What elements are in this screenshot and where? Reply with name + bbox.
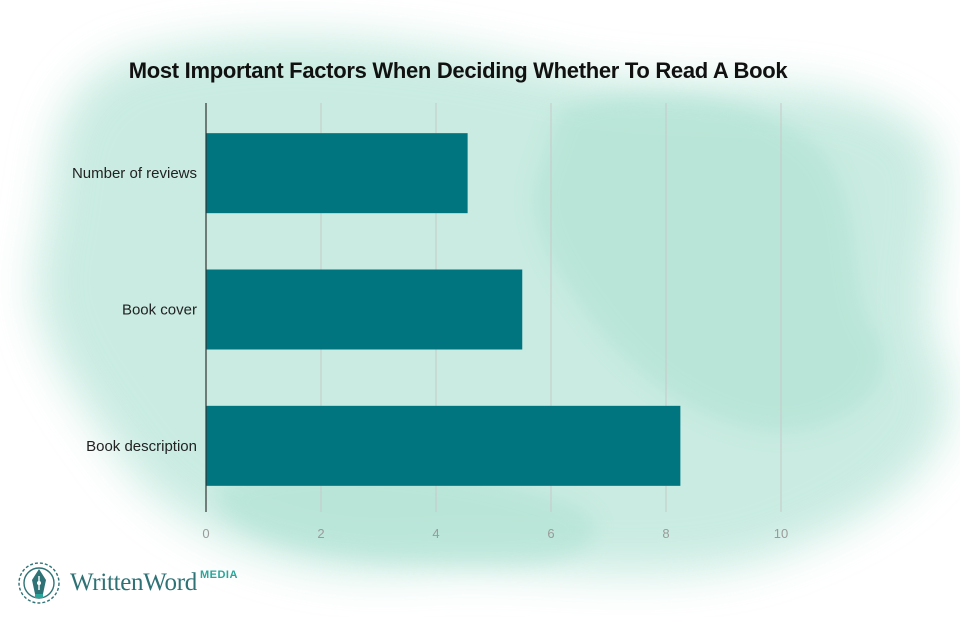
- x-tick-label: 6: [547, 526, 554, 541]
- bars: [206, 133, 681, 486]
- chart-title: Most Important Factors When Deciding Whe…: [128, 58, 788, 83]
- x-tick-label: 4: [432, 526, 439, 541]
- category-label: Number of reviews: [72, 165, 197, 182]
- logo-text: WrittenWord: [70, 569, 197, 596]
- logo-suffix: MEDIA: [199, 569, 238, 581]
- x-tick-labels: 0 2 4 6 8 10: [202, 526, 788, 541]
- x-tick-label: 8: [662, 526, 669, 541]
- x-tick-label: 10: [774, 526, 788, 541]
- bar: [206, 405, 681, 486]
- category-label: Book cover: [122, 302, 197, 319]
- writtenword-media-logo: WrittenWord MEDIA: [16, 558, 238, 608]
- category-labels: Number of reviews Book cover Book descript…: [72, 165, 197, 455]
- fountain-pen-nib-icon: [18, 562, 60, 604]
- bar: [206, 133, 468, 214]
- x-tick-label: 2: [317, 526, 324, 541]
- x-tick-label: 0: [202, 526, 209, 541]
- category-label: Book description: [86, 438, 197, 455]
- bar: [206, 269, 523, 350]
